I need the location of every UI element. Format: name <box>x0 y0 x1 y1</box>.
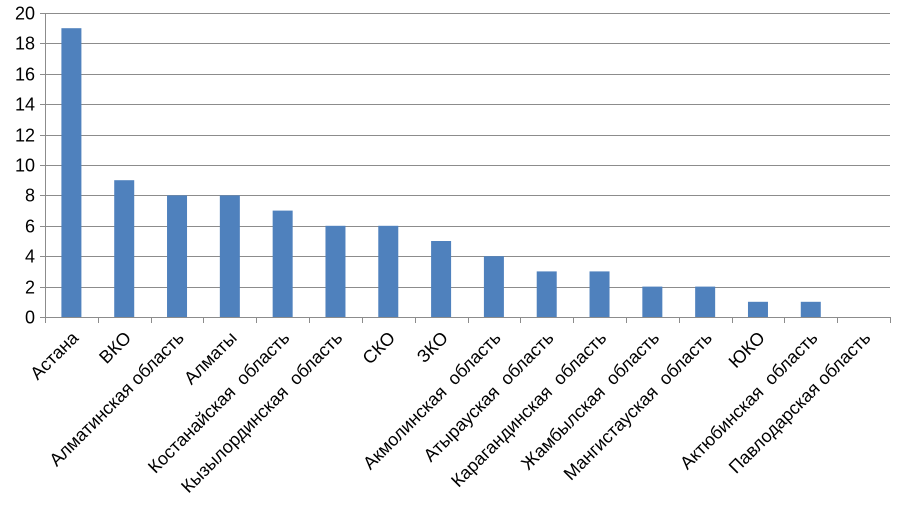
axis-layer <box>40 13 891 323</box>
x-tick-label: ЗКО <box>413 328 452 367</box>
bar <box>483 256 504 317</box>
bar <box>219 195 240 317</box>
x-tick-label: ВКО <box>95 328 135 368</box>
y-tick-label: 12 <box>15 126 35 146</box>
bar-layer <box>61 28 821 317</box>
y-tick-label: 20 <box>15 4 35 24</box>
x-tick-label: Астана <box>26 327 83 384</box>
bar <box>800 301 821 317</box>
y-tick-label: 18 <box>15 34 35 54</box>
y-tick-label: 16 <box>15 65 35 85</box>
y-tick-label: 10 <box>15 156 35 176</box>
bar <box>642 286 663 317</box>
bar <box>272 210 293 317</box>
bar <box>114 180 135 317</box>
y-tick-label: 0 <box>25 308 35 328</box>
bar <box>589 271 610 317</box>
bar <box>167 195 188 317</box>
y-tick-label: 8 <box>25 186 35 206</box>
bar <box>536 271 557 317</box>
bar <box>431 241 452 317</box>
y-tick-label: 14 <box>15 95 35 115</box>
bar <box>61 28 82 317</box>
y-tick-label: 2 <box>25 278 35 298</box>
bar <box>325 225 346 317</box>
y-axis-tick-labels: 0 2 4 6 8 10 12 14 16 18 20 <box>15 4 35 328</box>
x-tick-label: ЮКО <box>725 328 769 372</box>
x-tick-label: СКО <box>359 328 400 369</box>
bar <box>747 301 768 317</box>
y-tick-label: 6 <box>25 217 35 237</box>
bar <box>695 286 716 317</box>
y-tick-label: 4 <box>25 247 35 267</box>
bar <box>378 225 399 317</box>
